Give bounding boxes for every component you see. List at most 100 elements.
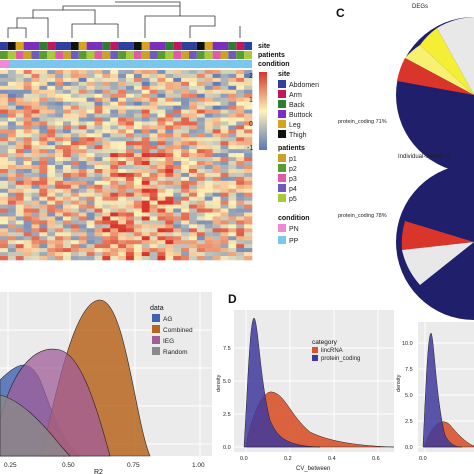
- heatmap-cell: [102, 165, 111, 170]
- heatmap-cell: [196, 220, 206, 225]
- heatmap-cell: [15, 220, 24, 225]
- heatmap-cell: [212, 113, 221, 118]
- heatmap-cell: [0, 176, 9, 182]
- heatmap-cell: [212, 240, 221, 245]
- heatmap-cell: [23, 240, 32, 245]
- heatmap-cell: [149, 176, 158, 182]
- heatmap-cell: [70, 172, 80, 178]
- heatmap-cell: [118, 109, 127, 114]
- patient-cell: [110, 51, 119, 59]
- heatmap-cell: [118, 97, 127, 102]
- heatmap-cell: [7, 105, 17, 110]
- heatmap-cell: [31, 256, 40, 261]
- heatmap-cell: [181, 212, 190, 217]
- heatmap-cell: [118, 248, 127, 253]
- heatmap-cell: [23, 105, 32, 110]
- heatmap-cell: [157, 256, 166, 261]
- heatmap-cell: [189, 149, 198, 154]
- heatmap-cell: [228, 77, 237, 83]
- heatmap-cell: [55, 101, 64, 106]
- heatmap-cell: [157, 220, 166, 225]
- heatmap-cell: [118, 172, 127, 178]
- heatmap-cell: [118, 228, 127, 233]
- heatmap-cell: [149, 157, 158, 162]
- heatmap-cell: [212, 196, 221, 201]
- heatmap-cell: [39, 101, 48, 106]
- heatmap-cell: [212, 168, 221, 174]
- heatmap-cell: [63, 192, 72, 197]
- heatmap-cell: [204, 77, 213, 83]
- heatmap-cell: [102, 81, 111, 87]
- heatmap-cell: [220, 70, 229, 75]
- heatmap-cell: [244, 232, 253, 237]
- heatmap-cell: [0, 125, 9, 130]
- site-cell: [118, 42, 126, 50]
- heatmap-cell: [39, 208, 48, 213]
- heatmap-cell: [63, 165, 72, 170]
- heatmap-cell: [55, 73, 64, 79]
- heatmap-cell: [133, 93, 143, 99]
- heatmap-cell: [78, 73, 87, 79]
- heatmap-cell: [102, 168, 111, 174]
- heatmap-cell: [165, 184, 174, 190]
- heatmap-cell: [0, 168, 9, 174]
- heatmap-cell: [126, 165, 135, 170]
- y-tick: 7.5: [405, 367, 413, 373]
- heatmap-cell: [23, 141, 32, 146]
- heatmap-cell: [47, 133, 56, 138]
- legend-label: Abdomen: [289, 82, 319, 89]
- heatmap-cell: [0, 204, 9, 209]
- heatmap-cell: [157, 204, 166, 209]
- heatmap-cell: [173, 133, 182, 138]
- heatmap-cell: [212, 89, 221, 95]
- heatmap-cell: [0, 153, 9, 158]
- heatmap-cell: [204, 200, 213, 205]
- heatmap-cell: [126, 220, 135, 225]
- heatmap-cell: [212, 184, 221, 190]
- heatmap-cell: [78, 212, 87, 217]
- heatmap-cell: [196, 184, 206, 190]
- heatmap-cell: [196, 141, 206, 146]
- heatmap-cell: [165, 256, 174, 261]
- heatmap-cell: [86, 129, 95, 134]
- heatmap-cell: [236, 113, 245, 118]
- heatmap-cell: [212, 93, 221, 99]
- heatmap-cell: [102, 145, 111, 150]
- heatmap-cell: [157, 196, 166, 201]
- heatmap-cell: [94, 85, 103, 91]
- heatmap-cell: [149, 172, 158, 178]
- heatmap-cell: [7, 101, 17, 106]
- heatmap-cell: [102, 77, 111, 83]
- heatmap-cell: [15, 109, 24, 114]
- heatmap-cell: [189, 105, 198, 110]
- heatmap-cell: [55, 109, 64, 114]
- heatmap-cell: [55, 200, 64, 205]
- heatmap-cell: [133, 85, 143, 91]
- heatmap-cell: [55, 188, 64, 194]
- heatmap-cell: [165, 153, 174, 158]
- heatmap-cell: [102, 97, 111, 102]
- heatmap-cell: [133, 240, 143, 245]
- heatmap-cell: [110, 232, 119, 237]
- heatmap-cell: [212, 216, 221, 221]
- heatmap-cell: [181, 192, 190, 197]
- heatmap-cell: [244, 240, 253, 245]
- heatmap-cell: [102, 252, 111, 257]
- heatmap-cell: [228, 125, 237, 130]
- site-cell: [63, 42, 71, 50]
- heatmap-cell: [189, 196, 198, 201]
- heatmap-cell: [23, 176, 32, 182]
- heatmap-cell: [165, 240, 174, 245]
- scale-tick: 1: [249, 97, 253, 104]
- heatmap-cell: [7, 117, 17, 122]
- heatmap-cell: [23, 244, 32, 249]
- heatmap-cell: [220, 244, 229, 249]
- heatmap-cell: [244, 176, 253, 182]
- heatmap-cell: [244, 113, 253, 118]
- heatmap-cell: [236, 244, 245, 249]
- heatmap-cell: [141, 192, 150, 197]
- heatmap-cell: [189, 216, 198, 221]
- heatmap-cell: [204, 188, 213, 194]
- heatmap-cell: [15, 188, 24, 194]
- heatmap-cell: [157, 161, 166, 166]
